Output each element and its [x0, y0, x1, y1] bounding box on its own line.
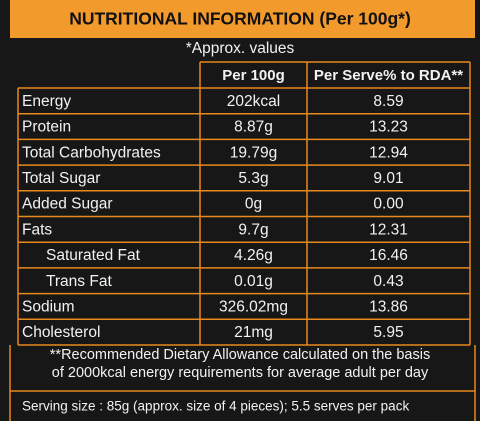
per-100g: 5.3g [238, 170, 268, 187]
per-100g: 21mg [234, 324, 273, 341]
nutrient: Energy [22, 93, 71, 110]
title-bar [10, 0, 475, 38]
column-header: Per Serve% to RDA** [314, 67, 463, 84]
nutrient: Sodium [22, 299, 75, 316]
per-serve-rda: 5.95 [373, 324, 403, 341]
serving-size: Serving size : 85g (approx. size of 4 pi… [22, 399, 409, 414]
per-100g: 326.02mg [219, 299, 288, 316]
per-100g: 9.7g [238, 221, 268, 238]
per-100g: 19.79g [230, 144, 277, 161]
approx-note: *Approx. values [186, 40, 295, 57]
per-100g: 202kcal [227, 93, 280, 110]
title: NUTRITIONAL INFORMATION (Per 100g*) [69, 9, 411, 29]
per-100g: 8.87g [234, 119, 273, 136]
per-serve-rda: 8.59 [373, 93, 403, 110]
nutrient: Trans Fat [46, 273, 112, 290]
nutrient: Cholesterol [22, 324, 100, 341]
nutrient: Protein [22, 119, 71, 136]
nutrient: Added Sugar [22, 196, 113, 213]
per-serve-rda: 9.01 [373, 170, 403, 187]
per-serve-rda: 0.00 [373, 196, 404, 213]
per-100g: 0g [245, 196, 262, 213]
per-100g: 4.26g [234, 247, 273, 264]
footnote: of 2000kcal energy requirements for aver… [52, 365, 429, 381]
nutrient: Total Carbohydrates [22, 144, 161, 161]
per-serve-rda: 13.23 [369, 119, 408, 136]
nutrient: Fats [22, 221, 52, 238]
per-serve-rda: 12.31 [369, 221, 408, 238]
per-100g: 0.01g [234, 273, 273, 290]
nutrient: Saturated Fat [46, 247, 141, 264]
per-serve-rda: 13.86 [369, 299, 408, 316]
per-serve-rda: 16.46 [369, 247, 408, 264]
footnote: **Recommended Dietary Allowance calculat… [50, 347, 430, 363]
per-serve-rda: 12.94 [369, 144, 408, 161]
nutrient: Total Sugar [22, 170, 100, 187]
per-serve-rda: 0.43 [373, 273, 403, 290]
column-header: Per 100g [222, 67, 285, 84]
